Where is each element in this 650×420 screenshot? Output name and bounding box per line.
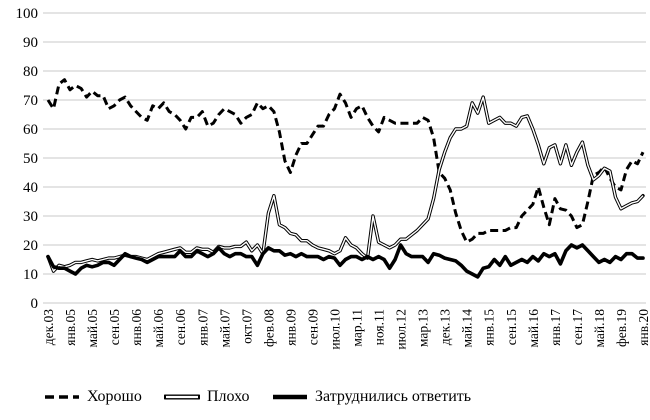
double-line-sample-icon (164, 394, 200, 400)
legend-label-zatrudnilis: Затруднились ответить (315, 388, 472, 405)
x-tick-label-янв.05: янв.05 (63, 309, 78, 346)
x-tick-label-янв.17: янв.17 (548, 309, 563, 346)
x-tick-label-сен.15: сен.15 (504, 309, 519, 345)
y-tick-label-30: 30 (23, 209, 38, 225)
x-tick-label-май.18: май.18 (592, 309, 607, 348)
dashed-line-sample-icon (45, 395, 79, 399)
x-tick-label-май.06: май.06 (151, 309, 166, 348)
x-tick-label-янв.15: янв.15 (482, 309, 497, 346)
y-tick-label-40: 40 (23, 180, 38, 196)
chart-legend: Хорошо Плохо Затруднились ответить (0, 388, 650, 416)
series-line-1-double-inner (47, 96, 644, 272)
x-tick-label-янв.09: янв.09 (283, 309, 298, 346)
y-tick-label-60: 60 (23, 122, 38, 138)
x-tick-label-мар.13: мар.13 (416, 309, 431, 347)
x-tick-label-май.05: май.05 (85, 309, 100, 348)
y-tick-label-10: 10 (23, 267, 38, 283)
y-tick-label-70: 70 (23, 93, 38, 109)
x-tick-label-май.07: май.07 (217, 309, 232, 348)
y-tick-label-80: 80 (23, 64, 38, 80)
y-tick-label-100: 100 (16, 6, 39, 22)
x-tick-label-июл.12: июл.12 (394, 309, 409, 350)
series-line-2-thick (46, 243, 645, 279)
y-tick-label-20: 20 (23, 238, 38, 254)
series-line-0-dashed (46, 78, 645, 244)
x-tick-label-мар.11: мар.11 (350, 309, 365, 347)
x-tick-label-фев.19: фев.19 (614, 309, 629, 347)
x-tick-label-сен.17: сен.17 (570, 309, 585, 345)
y-tick-label-90: 90 (23, 35, 38, 51)
x-tick-label-янв.07: янв.07 (195, 309, 210, 346)
legend-label-khorosho: Хорошо (87, 388, 142, 405)
x-tick-label-май.16: май.16 (526, 309, 541, 348)
x-tick-label-янв.20: янв.20 (636, 309, 650, 346)
x-tick-label-май.14: май.14 (460, 309, 475, 348)
legend-item-khorosho: Хорошо (44, 388, 142, 406)
x-tick-label-фев.08: фев.08 (261, 309, 276, 347)
x-tick-label-янв.06: янв.06 (129, 309, 144, 346)
x-tick-label-дек.13: дек.13 (438, 309, 453, 346)
y-tick-label-50: 50 (23, 151, 38, 167)
legend-item-plokho: Плохо (164, 388, 250, 406)
legend-label-plokho: Плохо (207, 388, 250, 405)
thick-line-sample-icon (273, 394, 307, 400)
x-tick-label-сен.06: сен.06 (173, 309, 188, 345)
x-tick-label-сен.05: сен.05 (107, 309, 122, 345)
x-tick-label-дек.03: дек.03 (41, 309, 56, 346)
legend-item-zatrudnilis: Затруднились ответить (272, 388, 471, 406)
x-tick-label-окт.07: окт.07 (239, 309, 254, 344)
x-tick-label-июл.10: июл.10 (327, 309, 342, 350)
x-tick-label-сен.09: сен.09 (305, 309, 320, 345)
x-tick-label-ноя.11: ноя.11 (372, 309, 387, 345)
y-tick-label-0: 0 (31, 296, 39, 312)
